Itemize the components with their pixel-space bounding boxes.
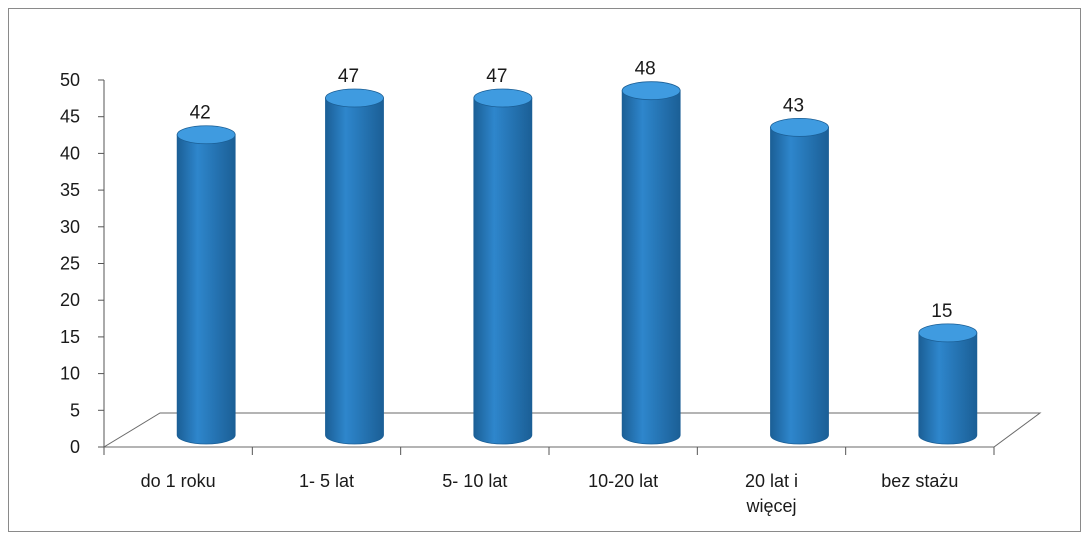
data-label: 48 bbox=[635, 59, 656, 80]
bar-top-cap bbox=[621, 81, 681, 101]
labels-group: 42 do 1 roku 47 1- 5 lat 47 5- 10 lat 48 10-20 … bbox=[141, 59, 959, 516]
bar-body bbox=[621, 90, 681, 445]
x-category-label: 10-20 lat bbox=[588, 471, 658, 491]
bar-body bbox=[918, 332, 978, 445]
bar-2 bbox=[325, 88, 384, 445]
bar-top-cap bbox=[918, 323, 978, 343]
x-category-label: więcej bbox=[745, 496, 796, 516]
data-label: 43 bbox=[783, 95, 804, 116]
data-label: 47 bbox=[486, 66, 507, 87]
y-tick-label: 35 bbox=[60, 180, 80, 200]
data-label: 15 bbox=[931, 301, 952, 322]
y-tick-label: 30 bbox=[60, 217, 80, 237]
bar-body bbox=[325, 97, 384, 445]
x-category-label: 5- 10 lat bbox=[442, 471, 507, 491]
x-category-label: do 1 roku bbox=[141, 471, 216, 491]
bar-top-cap bbox=[325, 88, 384, 108]
y-tick-label: 20 bbox=[60, 290, 80, 310]
bar-6 bbox=[918, 323, 978, 445]
data-label: 47 bbox=[338, 66, 359, 87]
x-category-label: bez stażu bbox=[881, 471, 958, 491]
floor-plane bbox=[102, 412, 1042, 448]
y-tick-label: 40 bbox=[60, 143, 80, 163]
bar-body bbox=[473, 97, 533, 445]
y-tick-label: 50 bbox=[60, 70, 80, 90]
bar-top-cap bbox=[770, 117, 829, 137]
bar-top-cap bbox=[473, 88, 533, 108]
bar-body bbox=[176, 134, 236, 445]
y-tick-label: 15 bbox=[60, 327, 80, 347]
bar-body bbox=[770, 126, 829, 445]
y-tick-label: 0 bbox=[70, 437, 80, 457]
bar-3 bbox=[473, 88, 533, 445]
data-label: 42 bbox=[190, 103, 211, 124]
bar-1 bbox=[176, 125, 236, 445]
y-tick-label: 45 bbox=[60, 107, 80, 127]
axes: 0 5 10 15 20 25 30 35 40 45 50 bbox=[60, 70, 1042, 457]
x-category-label: 20 lat i bbox=[745, 471, 798, 491]
bars-group bbox=[176, 81, 978, 445]
y-tick-label: 10 bbox=[60, 364, 80, 384]
y-tick-label: 25 bbox=[60, 254, 80, 274]
bar-4 bbox=[621, 81, 681, 445]
y-tick-label: 5 bbox=[70, 400, 80, 420]
x-category-label: 1- 5 lat bbox=[299, 471, 354, 491]
bar-top-cap bbox=[176, 125, 236, 145]
bar-5 bbox=[770, 117, 829, 445]
